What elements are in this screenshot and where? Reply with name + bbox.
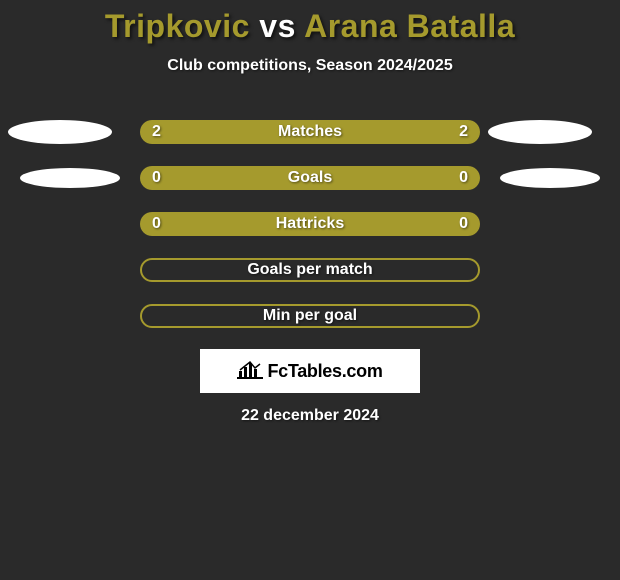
subtitle: Club competitions, Season 2024/2025 (0, 57, 620, 75)
stat-bar: 2 Matches 2 (140, 120, 480, 144)
right-ellipse (488, 120, 592, 144)
stat-label: Min per goal (263, 307, 357, 325)
stat-row: 0 Hattricks 0 (0, 201, 620, 247)
right-ellipse (500, 168, 600, 188)
stat-right-value: 0 (459, 169, 468, 187)
stat-bar: 0 Hattricks 0 (140, 212, 480, 236)
left-ellipse (20, 168, 120, 188)
title-player1: Tripkovic (105, 8, 250, 44)
stat-row: 2 Matches 2 (0, 109, 620, 155)
title-vs: vs (259, 8, 296, 44)
stat-label: Goals per match (247, 261, 372, 279)
infographic-container: Tripkovic vs Arana Batalla Club competit… (0, 0, 620, 425)
stat-rows: 2 Matches 2 0 Goals 0 0 Hattricks 0 Goals per mat… (0, 109, 620, 339)
logo-box: FcTables.com (200, 349, 420, 393)
title-player2: Arana Batalla (304, 8, 515, 44)
bar-chart-icon (237, 359, 263, 384)
stat-right-value: 0 (459, 215, 468, 233)
stat-right-value: 2 (459, 123, 468, 141)
stat-row: Min per goal (0, 293, 620, 339)
stat-row: Goals per match (0, 247, 620, 293)
left-ellipse (8, 120, 112, 144)
stat-left-value: 2 (152, 123, 161, 141)
stat-bar: Goals per match (140, 258, 480, 282)
stat-bar: Min per goal (140, 304, 480, 328)
stat-left-value: 0 (152, 169, 161, 187)
page-title: Tripkovic vs Arana Batalla (0, 8, 620, 45)
stat-label: Hattricks (276, 215, 344, 233)
logo-text: FcTables.com (267, 361, 382, 382)
stat-left-value: 0 (152, 215, 161, 233)
date-label: 22 december 2024 (0, 407, 620, 425)
stat-label: Goals (288, 169, 332, 187)
stat-label: Matches (278, 123, 342, 141)
stat-row: 0 Goals 0 (0, 155, 620, 201)
stat-bar: 0 Goals 0 (140, 166, 480, 190)
